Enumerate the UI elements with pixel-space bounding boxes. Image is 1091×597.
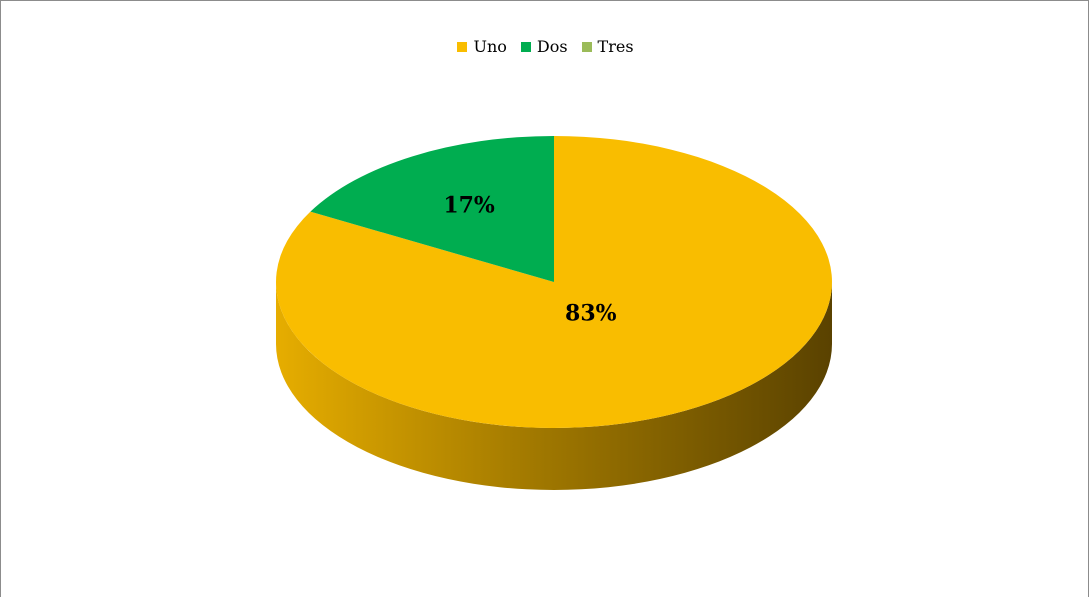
legend-swatch-tres (581, 41, 592, 52)
chart-legend: Uno Dos Tres (0, 37, 1091, 56)
legend-swatch-uno (457, 41, 468, 52)
legend-label-dos: Dos (536, 37, 568, 56)
data-label-dos: 17% (443, 193, 495, 219)
legend-swatch-dos (520, 41, 531, 52)
legend-label-uno: Uno (473, 37, 507, 56)
legend-item-tres: Tres (581, 37, 634, 56)
pie-side-wall (276, 282, 832, 490)
legend-item-uno: Uno (457, 37, 507, 56)
legend-label-tres: Tres (597, 37, 634, 56)
pie-slice-dos (310, 136, 554, 282)
data-label-uno: 83% (565, 301, 617, 327)
legend-item-dos: Dos (520, 37, 568, 56)
